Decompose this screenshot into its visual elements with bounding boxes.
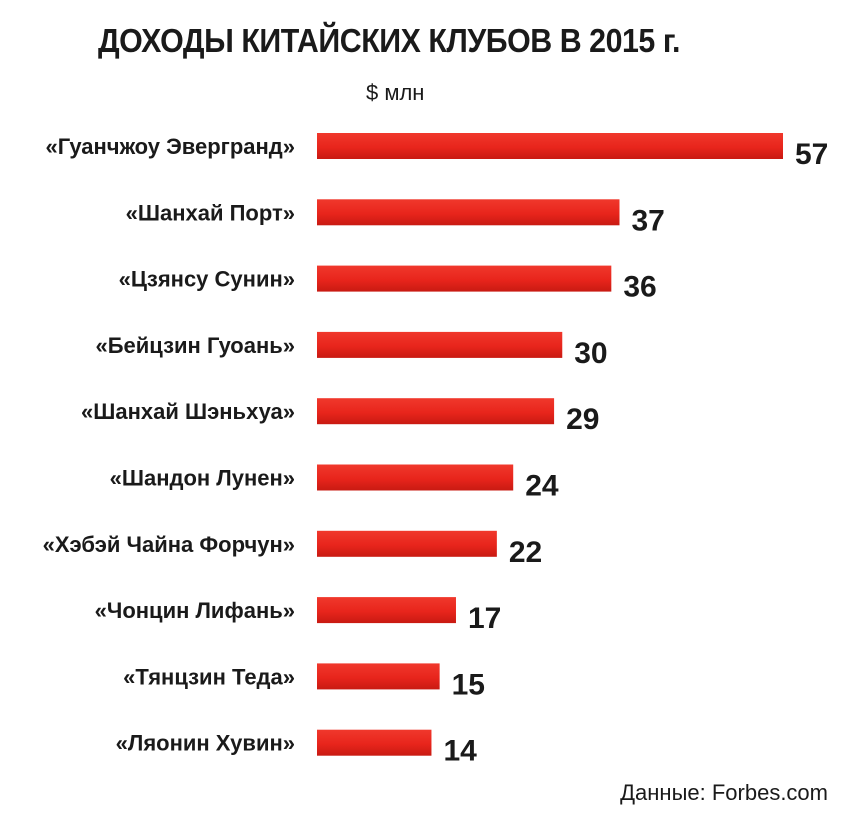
bar-row: «Шандон Лунен» 24 [110,464,559,503]
bar-row: «Чонцин Лифань» 17 [95,597,501,635]
value-label: 30 [574,337,607,370]
value-label: 57 [795,138,828,171]
value-label: 37 [631,204,664,237]
chart-title: ДОХОДЫ КИТАЙСКИХ КЛУБОВ В 2015 г. [98,22,680,59]
category-label: «Шанхай Порт» [126,200,295,225]
value-label: 36 [623,271,656,304]
bar [317,398,555,425]
unit-label: $ млн [366,80,425,105]
bar-row: «Шанхай Порт» 37 [126,199,665,237]
bar [317,663,440,690]
category-label: «Хэбэй Чайна Форчун» [43,532,295,557]
bar [317,199,620,226]
bar-row: «Хэбэй Чайна Форчун» 22 [43,530,542,569]
value-label: 22 [509,536,542,569]
category-label: «Тянцзин Теда» [123,664,295,689]
value-label: 17 [468,602,501,635]
category-label: «Бейцзин Гуоань» [95,333,295,358]
bar [317,729,432,756]
category-label: «Шанхай Шэньхуа» [81,399,295,424]
bar-row: «Бейцзин Гуоань» 30 [95,331,608,370]
value-label: 14 [443,735,477,768]
category-label: «Гуанчжоу Эвергранд» [45,134,295,159]
bar [317,464,514,491]
bar-row: «Ляонин Хувин» 14 [116,729,477,768]
category-label: «Цзянсу Сунин» [119,267,295,292]
bar [317,133,783,159]
bar [317,265,612,292]
value-label: 15 [452,668,485,701]
category-label: «Шандон Лунен» [110,466,295,491]
bar [317,530,497,557]
bar [317,331,563,358]
bar-row: «Тянцзин Теда» 15 [123,663,485,701]
value-label: 29 [566,403,599,436]
bar-row: «Гуанчжоу Эвергранд» 57 [45,133,828,171]
category-label: «Ляонин Хувин» [116,731,295,756]
bar-row: «Цзянсу Сунин» 36 [119,265,657,304]
bar [317,597,456,624]
bar-row: «Шанхай Шэньхуа» 29 [81,398,599,436]
category-label: «Чонцин Лифань» [95,598,295,623]
value-label: 24 [525,470,559,503]
source-note: Данные: Forbes.com [620,780,828,805]
